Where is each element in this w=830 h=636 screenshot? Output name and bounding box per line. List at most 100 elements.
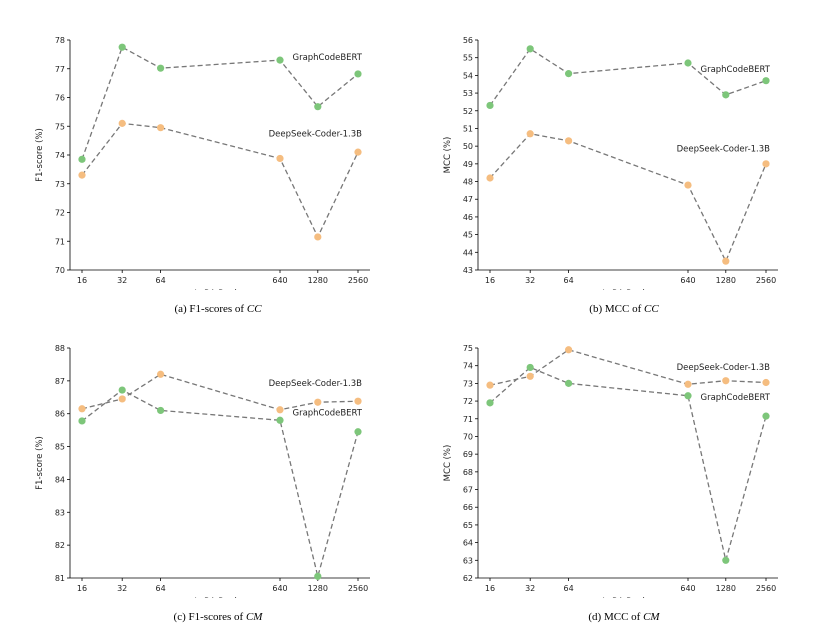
x-tick-label: 16 xyxy=(485,276,495,285)
y-tick-label: 49 xyxy=(463,160,473,169)
y-tick-label: 70 xyxy=(55,266,65,275)
y-tick-label: 62 xyxy=(463,574,473,583)
x-tick-label: 16 xyxy=(77,584,87,593)
y-tick-label: 67 xyxy=(463,486,473,495)
y-tick-label: 81 xyxy=(55,574,65,583)
series-annotation: GraphCodeBERT xyxy=(700,393,770,403)
series-line-graphcodebert xyxy=(81,46,359,160)
y-tick-label: 53 xyxy=(463,89,473,98)
data-point xyxy=(354,148,362,156)
x-axis-label: LoRA Rank r xyxy=(194,597,246,598)
series-line-deepseek-coder-1-3b xyxy=(81,373,359,411)
caption-d-text: (d) MCC of xyxy=(588,611,644,623)
data-point xyxy=(762,160,770,168)
data-point xyxy=(722,91,730,99)
data-point xyxy=(684,392,692,400)
y-tick-label: 45 xyxy=(463,231,473,240)
y-tick-label: 75 xyxy=(55,122,65,131)
x-tick-label: 32 xyxy=(117,584,127,593)
y-tick-label: 71 xyxy=(55,237,65,246)
series-line-deepseek-coder-1-3b xyxy=(81,122,359,239)
y-tick-label: 77 xyxy=(55,65,65,74)
x-tick-label: 640 xyxy=(272,584,287,593)
y-tick-label: 71 xyxy=(463,415,473,424)
series-annotation: GraphCodeBERT xyxy=(700,65,770,75)
y-tick-label: 83 xyxy=(55,508,65,517)
data-point xyxy=(722,556,730,564)
data-point xyxy=(486,101,494,110)
y-tick-label: 68 xyxy=(463,468,473,477)
data-point xyxy=(762,77,770,85)
data-point xyxy=(276,406,284,414)
data-point xyxy=(78,171,86,179)
data-point xyxy=(565,379,573,387)
series-line-graphcodebert xyxy=(489,47,767,106)
data-point xyxy=(684,59,692,67)
y-axis-label: MCC (%) xyxy=(443,445,453,482)
caption-a-em: CC xyxy=(246,303,262,315)
caption-c-em: CM xyxy=(245,611,263,623)
x-axis-label-var: r xyxy=(650,289,654,290)
y-tick-label: 76 xyxy=(55,94,65,103)
x-tick-label: 64 xyxy=(564,584,574,593)
x-axis-label-var: r xyxy=(650,597,654,598)
data-point xyxy=(157,370,165,378)
data-point xyxy=(526,363,534,372)
x-tick-label: 640 xyxy=(272,276,287,285)
series-line-graphcodebert xyxy=(489,366,767,561)
x-tick-label: 1280 xyxy=(716,584,736,593)
x-tick-label: 640 xyxy=(680,276,695,285)
data-point xyxy=(526,372,534,380)
data-point xyxy=(486,174,494,182)
x-tick-label: 2560 xyxy=(756,276,776,285)
data-point xyxy=(762,412,770,420)
x-tick-label: 16 xyxy=(485,584,495,593)
x-axis-label-text: LoRA Rank xyxy=(602,289,650,290)
x-tick-label: 64 xyxy=(156,276,166,285)
y-tick-label: 65 xyxy=(463,521,473,530)
x-axis-label-text: LoRA Rank xyxy=(194,597,242,598)
x-axis-label-text: LoRA Rank xyxy=(194,289,242,290)
y-tick-label: 78 xyxy=(55,36,65,45)
y-axis-label: F1-score (%) xyxy=(35,436,45,490)
x-tick-label: 32 xyxy=(117,276,127,285)
chart-d-mcc-cm: 62 63 64 65 66 67 68 69 70 71 72 73 74 75 16 32 64 640 128… xyxy=(443,344,778,598)
series-line-deepseek-coder-1-3b xyxy=(489,133,767,263)
data-point xyxy=(526,45,534,53)
y-tick-label: 87 xyxy=(55,377,65,386)
y-tick-label: 48 xyxy=(463,178,473,187)
y-tick-label: 50 xyxy=(463,142,473,151)
x-axis-label-var: r xyxy=(242,289,246,290)
series-annotation: DeepSeek-Coder-1.3B xyxy=(269,379,363,389)
caption-a: (a) F1-scores of CC xyxy=(68,303,368,315)
y-tick-label: 63 xyxy=(463,556,473,565)
data-point xyxy=(565,346,573,354)
y-tick-label: 64 xyxy=(463,539,473,548)
y-tick-label: 75 xyxy=(463,344,473,353)
data-point xyxy=(314,233,322,241)
chart-c-f1-cm: 81 82 83 84 85 86 87 88 16 32 64 640 1280 2560 LoRA Ra… xyxy=(35,344,370,598)
y-tick-label: 86 xyxy=(55,410,65,419)
data-point xyxy=(276,56,284,64)
x-axis-label: LoRA Rank r xyxy=(194,289,246,290)
y-tick-label: 52 xyxy=(463,107,473,116)
series-annotation: GraphCodeBERT xyxy=(292,408,362,418)
data-point xyxy=(314,103,322,111)
caption-b-em: CC xyxy=(644,303,659,315)
x-tick-label: 2560 xyxy=(756,584,776,593)
data-point xyxy=(157,406,165,415)
y-tick-label: 85 xyxy=(55,443,65,452)
series-line-deepseek-coder-1-3b xyxy=(489,349,767,386)
x-tick-label: 32 xyxy=(525,584,535,593)
y-tick-label: 73 xyxy=(463,379,473,388)
y-tick-label: 74 xyxy=(55,151,65,160)
x-tick-label: 32 xyxy=(525,276,535,285)
data-point xyxy=(684,181,692,189)
x-tick-label: 2560 xyxy=(348,584,368,593)
x-tick-label: 1280 xyxy=(308,584,328,593)
x-tick-label: 640 xyxy=(680,584,695,593)
data-point xyxy=(314,572,322,580)
y-tick-label: 47 xyxy=(463,195,473,204)
y-tick-label: 54 xyxy=(463,71,473,80)
